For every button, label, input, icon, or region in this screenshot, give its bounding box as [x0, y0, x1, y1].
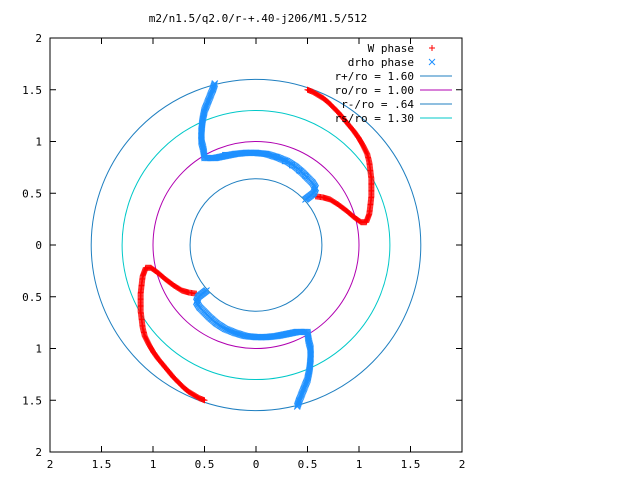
point-2-9: [302, 172, 309, 179]
point-2-1: [232, 150, 239, 157]
legend-label: r-/ro = .64: [341, 98, 414, 111]
legend-label: rs/ro = 1.30: [335, 112, 414, 125]
x-tick-label: 1.5: [92, 458, 112, 471]
legend-marker: [428, 58, 436, 66]
x-tick-label: 0: [253, 458, 260, 471]
circle-2: [189, 178, 323, 312]
point-2-5: [273, 154, 280, 161]
x-tick-label: 0.5: [298, 458, 318, 471]
point-1-27: [302, 196, 309, 203]
y-tick-label: 0.5: [22, 291, 42, 304]
x-tick-label: 2: [459, 458, 466, 471]
circles-layer: [90, 78, 422, 412]
y-tick-label: 2: [35, 446, 42, 459]
y-tick-label: 1: [35, 343, 42, 356]
y-tick-label: 1.5: [22, 394, 42, 407]
x-tick-label: 0.5: [195, 458, 215, 471]
point-2-4: [263, 150, 270, 157]
y-tick-label: 2: [35, 32, 42, 45]
y-tick-label: 0.5: [22, 187, 42, 200]
y-tick-label: 1.5: [22, 84, 42, 97]
point-2-8: [296, 167, 303, 174]
legend-label: ro/ro = 1.00: [335, 84, 414, 97]
point-2-0: [222, 151, 229, 158]
chart-title: m2/n1.5/q2.0/r-+.40-j206/M1.5/512: [149, 12, 368, 25]
legend-marker: [429, 45, 435, 51]
point-2-7: [289, 162, 296, 169]
legend-label: drho phase: [348, 56, 414, 69]
legend-label: W phase: [368, 42, 414, 55]
point-2-2: [242, 149, 249, 156]
circle-3: [121, 109, 391, 381]
x-tick-label: 1: [150, 458, 157, 471]
x-tick-label: 1: [356, 458, 363, 471]
circle-1: [152, 141, 360, 349]
point-2-3: [253, 149, 259, 156]
point-1-55: [203, 287, 210, 294]
circle-0: [90, 78, 422, 412]
y-tick-label: 0: [35, 239, 42, 252]
legend-label: r+/ro = 1.60: [335, 70, 414, 83]
x-tick-label: 2: [47, 458, 54, 471]
axis-ticks: 2 1.5 1 0.5 0 0.5 1 1.5 221.510.500.511.52: [22, 32, 465, 471]
point-2-6: [281, 158, 288, 165]
data-points: [137, 80, 375, 410]
y-tick-label: 1: [35, 136, 42, 149]
x-tick-label: 1.5: [401, 458, 421, 471]
